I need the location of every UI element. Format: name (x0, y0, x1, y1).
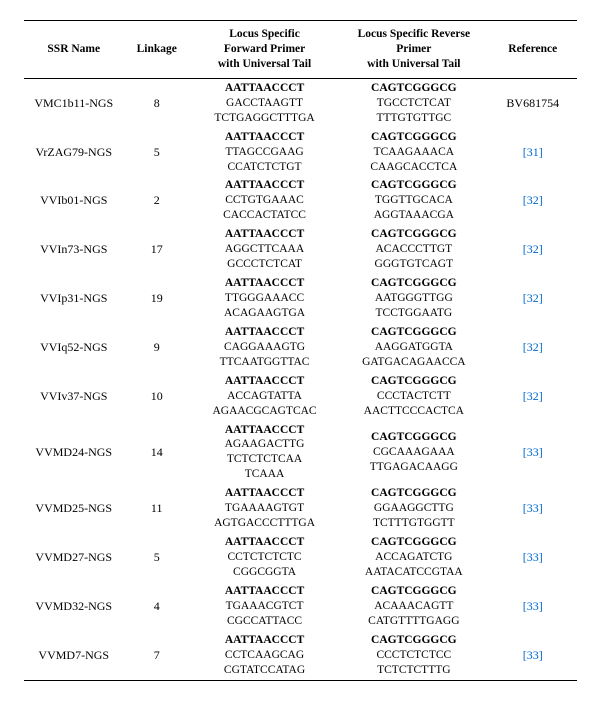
reference-link[interactable]: [32] (523, 389, 543, 403)
reference-cell: [32] (488, 372, 577, 421)
linkage-cell: 11 (124, 484, 190, 533)
linkage-cell: 7 (124, 631, 190, 680)
linkage-cell: 14 (124, 421, 190, 485)
fwd-primer-cell: AATTAACCCTAGAAGACTTGTCTCTCTCAATCAAA (190, 421, 339, 485)
col-fwd-primer: Locus Specific Forward Primer with Unive… (190, 21, 339, 79)
table-row: VMC1b11-NGS8AATTAACCCTGACCTAAGTTTCTGAGGC… (24, 78, 577, 127)
reference-link[interactable]: [32] (523, 291, 543, 305)
ssr-primer-table: SSR Name Linkage Locus Specific Forward … (24, 20, 577, 681)
table-row: VVIv37-NGS10AATTAACCCTACCAGTATTAAGAACGCA… (24, 372, 577, 421)
linkage-cell: 10 (124, 372, 190, 421)
linkage-cell: 2 (124, 176, 190, 225)
rev-primer-cell: CAGTCGGGCGTGGTTGCACAAGGTAAACGA (339, 176, 488, 225)
rev-primer-cell: CAGTCGGGCGAAGGATGGTAGATGACAGAACCA (339, 323, 488, 372)
rev-primer-cell: CAGTCGGGCGACCAGATCTGAATACATCCGTAA (339, 533, 488, 582)
table-row: VVMD24-NGS14AATTAACCCTAGAAGACTTGTCTCTCTC… (24, 421, 577, 485)
reference-cell: [32] (488, 225, 577, 274)
fwd-primer-cell: AATTAACCCTTTGGGAAACCACAGAAGTGA (190, 274, 339, 323)
rev-primer-cell: CAGTCGGGCGTGCCTCTCATTTTGTGTTGC (339, 78, 488, 127)
fwd-primer-cell: AATTAACCCTGACCTAAGTTTCTGAGGCTTTGA (190, 78, 339, 127)
linkage-cell: 8 (124, 78, 190, 127)
rev-primer-cell: CAGTCGGGCGCCCTACTCTTAACTTCCCACTCA (339, 372, 488, 421)
fwd-primer-cell: AATTAACCCTCAGGAAAGTGTTCAATGGTTAC (190, 323, 339, 372)
ssr-name-cell: VVMD32-NGS (24, 582, 124, 631)
reference-cell: [33] (488, 484, 577, 533)
ssr-name-cell: VVIp31-NGS (24, 274, 124, 323)
fwd-primer-cell: AATTAACCCTTGAAAAGTGTAGTGACCCTTTGA (190, 484, 339, 533)
table-body: VMC1b11-NGS8AATTAACCCTGACCTAAGTTTCTGAGGC… (24, 78, 577, 680)
linkage-cell: 17 (124, 225, 190, 274)
ssr-name-cell: VVMD27-NGS (24, 533, 124, 582)
reference-cell: [32] (488, 274, 577, 323)
table-row: VVMD27-NGS5AATTAACCCTCCTCTCTCTCCGGCGGTAC… (24, 533, 577, 582)
fwd-primer-cell: AATTAACCCTTGAAACGTCTCGCCATTACC (190, 582, 339, 631)
rev-primer-cell: CAGTCGGGCGACAAACAGTTCATGTTTTGAGG (339, 582, 488, 631)
table-row: VVIn73-NGS17AATTAACCCTAGGCTTCAAAGCCCTCTC… (24, 225, 577, 274)
table-row: VrZAG79-NGS5AATTAACCCTTTAGCCGAAGCCATCTCT… (24, 128, 577, 177)
table-row: VVIb01-NGS2AATTAACCCTCCTGTGAAACCACCACTAT… (24, 176, 577, 225)
rev-primer-cell: CAGTCGGGCGCCCTCTCTCCTCTCTCTTTG (339, 631, 488, 680)
ssr-name-cell: VVIn73-NGS (24, 225, 124, 274)
rev-primer-cell: CAGTCGGGCGAATGGGTTGGTCCTGGAATG (339, 274, 488, 323)
col-rev-primer: Locus Specific Reverse Primer with Unive… (339, 21, 488, 79)
reference-cell: [32] (488, 323, 577, 372)
reference-link[interactable]: [33] (523, 501, 543, 515)
reference-cell: [33] (488, 631, 577, 680)
linkage-cell: 5 (124, 128, 190, 177)
fwd-primer-cell: AATTAACCCTACCAGTATTAAGAACGCAGTCAC (190, 372, 339, 421)
reference-cell: [33] (488, 421, 577, 485)
reference-link[interactable]: [33] (523, 599, 543, 613)
reference-link[interactable]: [32] (523, 340, 543, 354)
ssr-name-cell: VVIb01-NGS (24, 176, 124, 225)
reference-link[interactable]: [31] (523, 145, 543, 159)
linkage-cell: 5 (124, 533, 190, 582)
ssr-name-cell: VVIv37-NGS (24, 372, 124, 421)
table-row: VVIq52-NGS9AATTAACCCTCAGGAAAGTGTTCAATGGT… (24, 323, 577, 372)
reference-link[interactable]: [33] (523, 550, 543, 564)
table-row: VVIp31-NGS19AATTAACCCTTTGGGAAACCACAGAAGT… (24, 274, 577, 323)
reference-cell: [32] (488, 176, 577, 225)
col-reference: Reference (488, 21, 577, 79)
ssr-name-cell: VVMD7-NGS (24, 631, 124, 680)
reference-cell: [33] (488, 582, 577, 631)
reference-link[interactable]: [33] (523, 445, 543, 459)
rev-primer-cell: CAGTCGGGCGGGAAGGCTTGTCTTTGTGGTT (339, 484, 488, 533)
linkage-cell: 4 (124, 582, 190, 631)
reference-cell: BV681754 (488, 78, 577, 127)
fwd-primer-cell: AATTAACCCTAGGCTTCAAAGCCCTCTCAT (190, 225, 339, 274)
fwd-primer-cell: AATTAACCCTCCTCAAGCAGCGTATCCATAG (190, 631, 339, 680)
col-linkage: Linkage (124, 21, 190, 79)
table-header-row: SSR Name Linkage Locus Specific Forward … (24, 21, 577, 79)
ssr-name-cell: VVMD24-NGS (24, 421, 124, 485)
reference-link[interactable]: [32] (523, 242, 543, 256)
linkage-cell: 9 (124, 323, 190, 372)
fwd-primer-cell: AATTAACCCTTTAGCCGAAGCCATCTCTGT (190, 128, 339, 177)
reference-cell: [33] (488, 533, 577, 582)
ssr-name-cell: VrZAG79-NGS (24, 128, 124, 177)
ssr-name-cell: VVMD25-NGS (24, 484, 124, 533)
linkage-cell: 19 (124, 274, 190, 323)
reference-cell: [31] (488, 128, 577, 177)
table-row: VVMD32-NGS4AATTAACCCTTGAAACGTCTCGCCATTAC… (24, 582, 577, 631)
rev-primer-cell: CAGTCGGGCGTCAAGAAACACAAGCACCTCA (339, 128, 488, 177)
rev-primer-cell: CAGTCGGGCGCGCAAAGAAATTGAGACAAGG (339, 421, 488, 485)
ssr-name-cell: VVIq52-NGS (24, 323, 124, 372)
table-row: VVMD7-NGS7AATTAACCCTCCTCAAGCAGCGTATCCATA… (24, 631, 577, 680)
table-row: VVMD25-NGS11AATTAACCCTTGAAAAGTGTAGTGACCC… (24, 484, 577, 533)
rev-primer-cell: CAGTCGGGCGACACCCTTGTGGGTGTCAGT (339, 225, 488, 274)
reference-link[interactable]: [33] (523, 648, 543, 662)
fwd-primer-cell: AATTAACCCTCCTCTCTCTCCGGCGGTA (190, 533, 339, 582)
fwd-primer-cell: AATTAACCCTCCTGTGAAACCACCACTATCC (190, 176, 339, 225)
col-ssr-name: SSR Name (24, 21, 124, 79)
ssr-name-cell: VMC1b11-NGS (24, 78, 124, 127)
reference-link[interactable]: [32] (523, 193, 543, 207)
